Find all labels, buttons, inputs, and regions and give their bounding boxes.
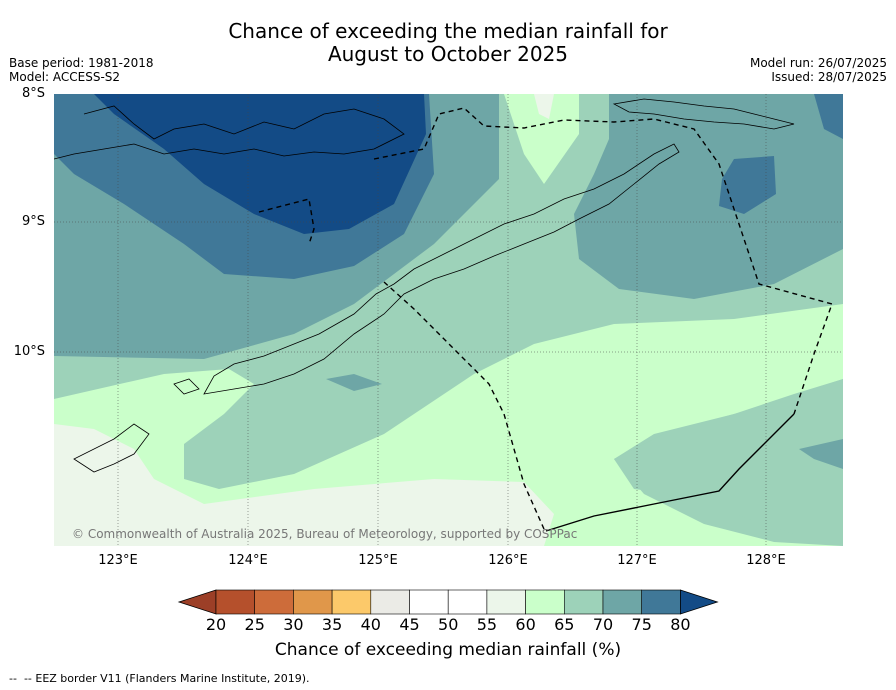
- colorbar-segment: [254, 589, 294, 615]
- zone-75-80-ne: [814, 94, 843, 139]
- lat-label-9s: 9°S: [21, 214, 45, 229]
- meta-right: Model run: 26/07/2025 Issued: 28/07/2025: [750, 56, 887, 84]
- colorbar-segment: [563, 589, 604, 615]
- copyright-text: © Commonwealth of Australia 2025, Bureau…: [72, 527, 577, 541]
- gridlines: [54, 94, 843, 546]
- title-line-1: Chance of exceeding the median rainfall …: [228, 19, 668, 43]
- zone-70-75-se-patch: [799, 439, 843, 469]
- colorbar-tick-label: 80: [670, 615, 691, 634]
- zone-70-75-patch: [326, 374, 382, 391]
- zone-55-60-sw: [54, 424, 554, 546]
- colorbar-tick-label: 50: [438, 615, 459, 634]
- colorbar-segment: [370, 589, 410, 615]
- model-name: Model: ACCESS-S2: [9, 70, 121, 84]
- colorbar-tick-label: 75: [631, 615, 652, 634]
- colorbar-segment: [641, 589, 681, 615]
- issued-date: Issued: 28/07/2025: [771, 70, 887, 84]
- colorbar-tick-label: 35: [321, 615, 343, 634]
- eez-line-north: [258, 107, 833, 415]
- coastline-rote: [73, 423, 150, 473]
- colorbar-tick-label: 65: [554, 615, 575, 634]
- zone-60-65-south: [54, 304, 843, 546]
- colorbar-tick-label: 60: [515, 615, 536, 634]
- lon-label-128e: 128°E: [746, 553, 786, 568]
- coastline-wetar: [612, 98, 795, 130]
- lat-label-8s: 8°S: [21, 86, 45, 101]
- lon-label-127e: 127°E: [617, 553, 657, 568]
- eez-border-solid: [545, 413, 795, 532]
- colorbar-tick-label: 70: [592, 615, 614, 634]
- eez-legend-symbol: --: [9, 672, 24, 685]
- coastline-timor: [203, 143, 680, 395]
- eez-legend-text: -- EEZ border V11 (Flanders Marine Insti…: [23, 672, 310, 685]
- base-period: Base period: 1981-2018: [9, 56, 154, 70]
- lon-label-123e: 123°E: [98, 553, 138, 568]
- colorbar-segment: [602, 589, 643, 615]
- colorbar-under-arrow: [177, 589, 217, 615]
- rainfall-map: © Commonwealth of Australia 2025, Bureau…: [54, 94, 843, 546]
- zone-60-65-north: [504, 94, 579, 184]
- title-line-2: August to October 2025: [327, 42, 569, 66]
- colorbar-tick-label: 25: [244, 615, 265, 634]
- eez-borders: [258, 107, 833, 530]
- colorbar-group: [177, 589, 719, 615]
- colorbar-title: Chance of exceeding median rainfall (%): [274, 640, 622, 660]
- coastline-alor: [54, 105, 405, 160]
- colorbar-tick-label: 20: [205, 615, 227, 634]
- model-run: Model run: 26/07/2025: [749, 56, 887, 70]
- lon-label-125e: 125°E: [358, 553, 398, 568]
- lon-label-124e: 124°E: [228, 553, 268, 568]
- colorbar-segment: [331, 589, 372, 615]
- colorbar-tick-label: 45: [399, 615, 420, 634]
- eez-line-south: [383, 281, 545, 530]
- colorbar-tick-label: 30: [283, 615, 304, 634]
- zone-70-75-east: [574, 94, 843, 299]
- colorbar-tick-label: 40: [360, 615, 381, 634]
- zone-75-80-east-blob: [719, 156, 776, 214]
- colorbar-segment: [447, 589, 488, 615]
- colorbar-segment: [293, 589, 333, 615]
- lon-label-126e: 126°E: [488, 553, 528, 568]
- colorbar-tick-label: 55: [476, 615, 498, 634]
- zone-55-60-north: [534, 94, 554, 119]
- zone-70-75-se: [614, 379, 843, 534]
- colorbar-segment: [525, 589, 565, 615]
- coastlines: [54, 98, 795, 473]
- meta-left: Base period: 1981-2018 Model: ACCESS-S2: [9, 56, 154, 84]
- map-title: Chance of exceeding the median rainfall …: [0, 20, 896, 66]
- colorbar-segment: [409, 589, 449, 615]
- zone-over-80: [94, 94, 426, 234]
- colorbar-segment: [215, 589, 256, 615]
- lat-label-10s: 10°S: [13, 344, 45, 359]
- colorbar-segment: [486, 589, 526, 615]
- coastline-island-small: [173, 378, 200, 395]
- colorbar-over-arrow: [680, 589, 719, 615]
- eez-legend: -- -- EEZ border V11 (Flanders Marine In…: [9, 672, 310, 685]
